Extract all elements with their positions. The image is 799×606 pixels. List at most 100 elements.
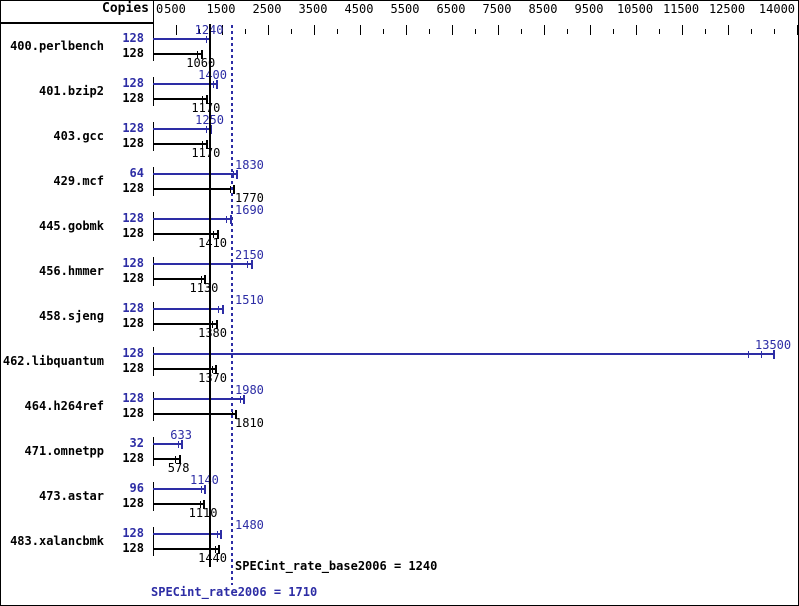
benchmark-name: 445.gobmk [38, 219, 104, 233]
axis-tick [682, 25, 683, 35]
peak-bar [153, 353, 774, 355]
base-value-label: 1410 [198, 236, 227, 250]
axis-tick-label: 3500 [298, 2, 328, 16]
benchmark-name: 429.mcf [53, 174, 104, 188]
peak-value-label: 1830 [235, 158, 264, 172]
axis-tick [406, 25, 407, 35]
bar-end-tick [239, 396, 241, 403]
bar-end-tick [220, 530, 223, 539]
axis-tick-label: 8500 [528, 2, 558, 16]
benchmark-name: 473.astar [38, 489, 104, 503]
bar-end-tick [214, 546, 216, 553]
base-bar [153, 458, 180, 460]
benchmark-name: 403.gcc [53, 129, 104, 143]
base-value-label: 1110 [188, 506, 218, 520]
bar-start-tick [153, 527, 154, 556]
peak-bar [153, 488, 206, 490]
axis-tick [728, 25, 729, 35]
bar-start-tick [153, 32, 154, 61]
axis-tick-label: 1500 [206, 2, 236, 16]
base-bar [153, 188, 235, 190]
base-value-label: 1170 [191, 146, 221, 160]
base-copies-label: 128 [122, 136, 144, 150]
benchmark-name: 464.h264ref [24, 399, 104, 413]
bar-end-tick [235, 410, 238, 419]
axis-tick [314, 25, 315, 35]
peak-bar [153, 263, 252, 265]
bar-end-tick [197, 51, 199, 58]
bar-end-tick [202, 141, 204, 148]
bar-start-tick [153, 437, 154, 466]
bar-end-tick [212, 321, 213, 328]
benchmark-name: 456.hmmer [38, 264, 104, 278]
bar-start-tick [153, 302, 154, 331]
base-bar [153, 233, 218, 235]
peak-copies-label: 128 [122, 76, 144, 90]
peak-summary-text: SPECint_rate2006 = 1710 [151, 585, 318, 599]
peak-bar [153, 83, 218, 85]
peak-copies-label: 128 [122, 31, 144, 45]
base-value-label: 1380 [198, 326, 227, 340]
benchmark-name: 401.bzip2 [38, 84, 104, 98]
peak-value-label: 1510 [235, 293, 264, 307]
benchmark-name: 458.sjeng [38, 309, 104, 323]
peak-bar [153, 533, 222, 535]
base-bar [153, 323, 217, 325]
axis-tick [268, 25, 269, 35]
bar-end-tick [216, 230, 219, 239]
axis-tick-label: 14000 [758, 2, 796, 16]
base-value-label: 1370 [198, 371, 227, 385]
peak-copies-label: 128 [122, 346, 144, 360]
axis-tick [475, 29, 476, 34]
benchmark-name: 400.perlbench [10, 39, 104, 53]
bar-end-tick [218, 306, 219, 313]
base-copies-label: 128 [122, 496, 144, 510]
base-copies-label: 128 [122, 361, 144, 375]
axis-tick [498, 25, 499, 35]
bar-start-tick [153, 392, 154, 421]
axis-tick [797, 25, 798, 35]
peak-copies-label: 128 [122, 211, 144, 225]
base-copies-label: 128 [122, 541, 144, 555]
axis-tick [222, 25, 223, 35]
benchmark-name: 483.xalancbmk [10, 534, 104, 548]
base-value-label: 1170 [191, 101, 221, 115]
axis-tick [452, 25, 453, 35]
base-copies-label: 128 [122, 91, 144, 105]
axis-tick-label: 10500 [616, 2, 654, 16]
benchmark-name: 471.omnetpp [24, 444, 104, 458]
base-copies-label: 128 [122, 406, 144, 420]
axis-tick [291, 29, 292, 34]
bar-end-tick [218, 545, 221, 554]
bar-end-tick [760, 351, 762, 358]
base-bar [153, 98, 207, 100]
base-value-label: 1060 [186, 56, 216, 70]
bar-end-tick [202, 96, 204, 103]
bar-end-tick [178, 455, 181, 464]
axis-tick-label: 12500 [708, 2, 746, 16]
peak-value-label: 1690 [235, 203, 264, 217]
bar-end-tick [215, 320, 218, 329]
axis-tick [360, 25, 361, 35]
bar-end-tick [212, 81, 214, 88]
bar-start-tick [153, 257, 154, 286]
axis-tick [636, 25, 637, 35]
bar-end-tick [213, 231, 215, 238]
peak-copies-label: 96 [129, 481, 144, 495]
base-bar [153, 413, 237, 415]
base-value-label: 1440 [198, 551, 227, 565]
axis-tick [659, 29, 660, 34]
peak-copies-label: 128 [122, 301, 144, 315]
peak-bar [153, 218, 231, 220]
axis-tick-label: 9500 [574, 2, 604, 16]
bar-end-tick [206, 126, 207, 133]
bar-end-tick [221, 305, 224, 314]
peak-bar [153, 443, 183, 445]
peak-bar [153, 128, 211, 130]
bar-start-tick [153, 167, 154, 196]
axis-tick [705, 29, 706, 34]
base-bar [153, 368, 217, 370]
peak-bar [153, 173, 238, 175]
copies-column-header: Copies [102, 1, 149, 16]
peak-value-label: 13500 [755, 338, 792, 352]
